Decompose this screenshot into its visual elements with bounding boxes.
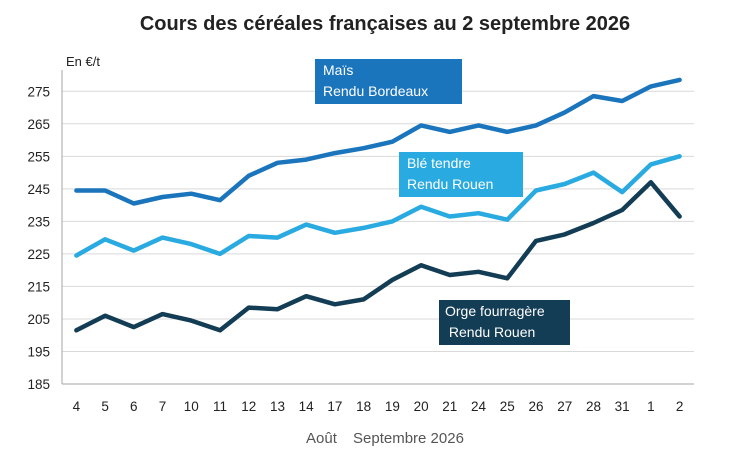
x-tick-label-19: 31 [615,399,630,414]
y-tick-label-235: 235 [27,214,50,229]
series-line-1 [74,154,682,258]
x-tick-label-10: 18 [356,399,371,414]
series-label-text-2-0: Orge fourragère [445,303,545,319]
y-tick-label-205: 205 [27,312,50,327]
x-tick-label-20: 1 [647,399,655,414]
series-label-text-0-0: Maïs [323,62,353,78]
series-label-text-1-0: Blé tendre [407,155,471,171]
x-tick-label-0: 4 [73,399,81,414]
series-label-1: Blé tendre Rendu Rouen [399,152,523,197]
x-tick-label-9: 17 [327,399,342,414]
series-label-text-2-1: Rendu Rouen [445,324,535,340]
x-tick-label-21: 2 [676,399,684,414]
y-tick-label-195: 195 [27,344,50,359]
x-tick-label-11: 19 [385,399,400,414]
series-label-2: Orge fourragère Rendu Rouen [439,300,570,345]
x-tick-label-1: 5 [101,399,109,414]
x-tick-label-7: 13 [270,399,285,414]
x-tick-label-17: 27 [557,399,572,414]
x-axis-title: Août Septembre 2026 [306,430,464,447]
x-tick-label-4: 10 [184,399,199,414]
x-tick-label-2: 6 [130,399,138,414]
x-axis-month-septembre: Septembre 2026 [353,430,464,447]
y-tick-label-245: 245 [27,182,50,197]
series-label-text-0-1: Rendu Bordeaux [323,83,428,99]
series-label-0: Maïs Rendu Bordeaux [315,59,462,104]
x-tick-label-12: 20 [414,399,429,414]
series-label-box-2 [439,300,570,345]
y-tick-label-265: 265 [27,117,50,132]
x-tick-label-14: 24 [471,399,487,414]
series-label-box-1 [399,152,523,197]
x-tick-label-15: 25 [500,399,515,414]
x-tick-label-5: 11 [213,399,227,414]
x-tick-label-8: 14 [299,399,315,414]
chart-title: Cours des céréales françaises au 2 septe… [140,13,630,35]
y-tick-label-225: 225 [27,247,50,262]
x-tick-label-6: 12 [241,399,256,414]
series-lines [74,77,682,333]
y-axis-unit-label: En €/t [66,54,100,69]
x-tick-label-18: 28 [586,399,601,414]
x-tick-label-16: 26 [528,399,543,414]
series-line-2 [74,180,682,333]
y-tick-label-215: 215 [27,279,50,294]
x-tick-label-3: 7 [159,399,167,414]
y-tick-label-255: 255 [27,149,50,164]
y-tick-label-275: 275 [27,84,50,99]
y-tick-labels: 185 195 205 215 225 235 245 255 265 275 [27,84,50,392]
series-label-text-1-1: Rendu Rouen [407,176,493,192]
y-tick-label-185: 185 [27,377,50,392]
x-tick-labels: 4 5 6 7 10 11 12 13 14 17 18 19 20 21 24 25 26 27 28 31 1 2 [73,399,684,414]
x-tick-label-13: 21 [442,399,457,414]
series-label-box-0 [315,59,462,104]
x-axis-month-aout: Août [306,430,338,447]
series-line-0 [74,77,682,206]
